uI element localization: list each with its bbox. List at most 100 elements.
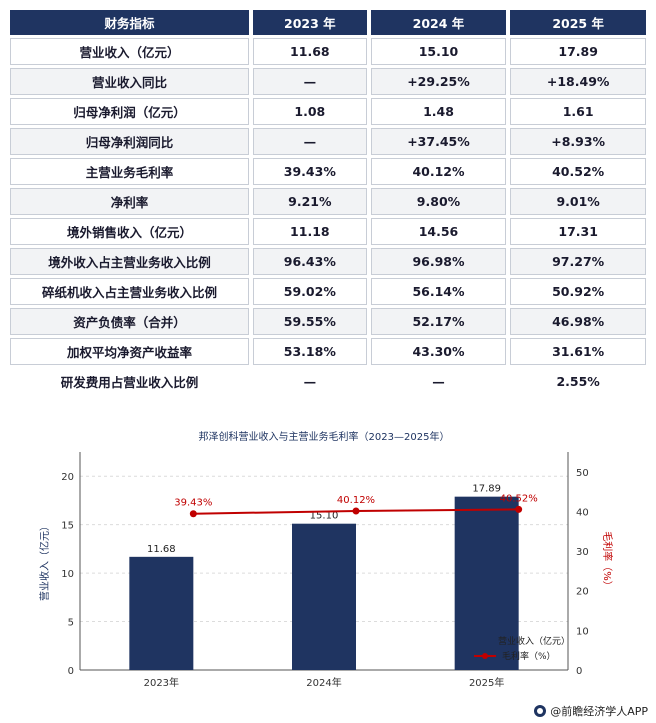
y-axis-title: 营业收入（亿元） <box>38 521 51 601</box>
table-cell-value: 17.31 <box>510 218 646 245</box>
table-row: 境外收入占主营业务收入比例 96.43% 96.98% 97.27% <box>10 248 646 275</box>
y2-tick-label: 50 <box>576 468 589 479</box>
chart-container: 邦泽创科营业收入与主营业务毛利率（2023—2025年） 0 5 10 15 20 0 10 2… <box>10 424 646 700</box>
table-cell-value: 14.56 <box>370 218 507 245</box>
table-cell-value: — <box>253 128 367 155</box>
y2-tick-label: 0 <box>576 666 582 677</box>
table-cell-metric: 研发费用占营业收入比例 <box>60 375 199 390</box>
table-cell-value: +29.25% <box>370 68 507 95</box>
footer: @前瞻经济学人APP <box>534 703 648 719</box>
table-row: 归母净利润（亿元） 1.08 1.48 1.61 <box>10 98 646 125</box>
table-cell-value: — <box>432 374 445 389</box>
bar-value-label: 11.68 <box>147 544 176 555</box>
table-row: 归母净利润同比 — +37.45% +8.93% <box>10 128 646 155</box>
table-cell-value: 1.61 <box>510 98 646 125</box>
y2-axis-title: 毛利率（%） <box>601 531 614 591</box>
bar-value-label: 15.10 <box>310 511 339 522</box>
margin-point <box>189 510 197 518</box>
table-cell-value: 1.08 <box>253 98 367 125</box>
y-tick-label: 5 <box>68 618 74 629</box>
margin-value-label: 39.43% <box>174 498 212 509</box>
table-row: 碎纸机收入占主营业务收入比例 59.02% 56.14% 50.92% <box>10 278 646 305</box>
table-cell-value: 96.98% <box>370 248 507 275</box>
table-cell-value: 11.68 <box>253 38 367 65</box>
table-row: 资产负债率（合并） 59.55% 52.17% 46.98% <box>10 308 646 335</box>
table-body: 营业收入（亿元） 11.68 15.10 17.89 营业收入同比 — +29.25% +18… <box>10 38 646 395</box>
table-cell-value: 2.55% <box>556 374 600 389</box>
y-tick-label: 15 <box>61 521 74 532</box>
table-cell-metric: 营业收入（亿元） <box>10 38 249 65</box>
table-cell-value: 9.21% <box>253 188 367 215</box>
table-cell-value: 50.92% <box>510 278 646 305</box>
y2-tick-label: 30 <box>576 547 589 558</box>
table-cell-metric: 境外收入占主营业务收入比例 <box>10 248 249 275</box>
table-row: 境外销售收入（亿元） 11.18 14.56 17.31 <box>10 218 646 245</box>
table-cell-value: 56.14% <box>370 278 507 305</box>
table-cell-metric: 主营业务毛利率 <box>10 158 249 185</box>
table-cell-value: 11.18 <box>253 218 367 245</box>
legend-label-margin: 毛利率（%） <box>502 650 556 662</box>
table-cell-value: 39.43% <box>253 158 367 185</box>
table-cell-value: — <box>303 374 317 389</box>
y-tick-label: 0 <box>68 666 74 677</box>
table-cell-metric: 碎纸机收入占主营业务收入比例 <box>10 278 249 305</box>
margin-value-label: 40.52% <box>500 493 538 504</box>
bar-2023年 <box>129 556 194 670</box>
table-row: 营业收入同比 — +29.25% +18.49% <box>10 68 646 95</box>
margin-point <box>352 507 360 515</box>
header-metric: 财务指标 <box>10 10 249 35</box>
table-cell-metric: 净利率 <box>10 188 249 215</box>
bar-2024年 <box>292 523 356 670</box>
legend-swatch-revenue <box>478 635 492 645</box>
y-tick-label: 10 <box>61 569 74 580</box>
table-cell-value: 40.12% <box>370 158 507 185</box>
brand-logo-icon <box>534 705 547 717</box>
table-cell-value: 15.10 <box>370 38 507 65</box>
header-2024: 2024 年 <box>370 10 507 35</box>
footer-source: @前瞻经济学人APP <box>550 705 648 718</box>
x-tick-label: 2025年 <box>469 676 504 689</box>
header-2025: 2025 年 <box>510 10 646 35</box>
table-cell-value: 96.43% <box>253 248 367 275</box>
table-cell-value: +37.45% <box>370 128 507 155</box>
table-cell-value: 9.01% <box>510 188 646 215</box>
table-row: 加权平均净资产收益率 53.18% 43.30% 31.61% <box>10 338 646 365</box>
table-cell-value: 97.27% <box>510 248 646 275</box>
y-tick-label: 20 <box>61 472 74 483</box>
revenue-margin-chart: 邦泽创科营业收入与主营业务毛利率（2023—2025年） 0 5 10 15 20 0 10 2… <box>38 430 614 689</box>
table-cell-value: 52.17% <box>370 308 507 335</box>
margin-value-label: 40.12% <box>337 495 375 506</box>
table-header-row: 财务指标 2023 年 2024 年 2025 年 <box>10 10 646 35</box>
table-cell-value: +8.93% <box>510 128 646 155</box>
table-cell-value: 46.98% <box>510 308 646 335</box>
bar-value-label: 17.89 <box>472 484 501 495</box>
x-tick-label: 2024年 <box>306 676 341 689</box>
x-tick-label: 2023年 <box>144 676 179 689</box>
table-cell-value: +18.49% <box>510 68 646 95</box>
header-2023: 2023 年 <box>253 10 367 35</box>
table-row: 主营业务毛利率 39.43% 40.12% 40.52% <box>10 158 646 185</box>
table-cell-value: 17.89 <box>510 38 646 65</box>
table-cell-value: 1.48 <box>370 98 507 125</box>
y2-tick-label: 40 <box>576 507 589 518</box>
legend-label-revenue: 营业收入（亿元） <box>498 635 570 647</box>
table-cell-metric: 营业收入同比 <box>10 68 249 95</box>
chart-title: 邦泽创科营业收入与主营业务毛利率（2023—2025年） <box>199 430 450 443</box>
financial-table: 财务指标 2023 年 2024 年 2025 年 营业收入（亿元） 11.68 1… <box>6 7 650 398</box>
y2-tick-label: 20 <box>576 587 589 598</box>
table-cell-value: 53.18% <box>253 338 367 365</box>
table-cell-value: 9.80% <box>370 188 507 215</box>
table-cell-value: 59.55% <box>253 308 367 335</box>
margin-point <box>515 505 523 513</box>
y2-tick-label: 10 <box>576 626 589 637</box>
table-cell-value: 40.52% <box>510 158 646 185</box>
table-cell-value: 59.02% <box>253 278 367 305</box>
table-row: 营业收入（亿元） 11.68 15.10 17.89 <box>10 38 646 65</box>
table-row: 研发费用占营业收入比例 — — 2.55% <box>10 368 646 395</box>
table-cell-metric: 加权平均净资产收益率 <box>10 338 249 365</box>
table-cell-metric: 归母净利润（亿元） <box>10 98 249 125</box>
table-cell-metric: 境外销售收入（亿元） <box>10 218 249 245</box>
table-row: 净利率 9.21% 9.80% 9.01% <box>10 188 646 215</box>
table-cell-metric: 归母净利润同比 <box>10 128 249 155</box>
table-cell-metric: 资产负债率（合并） <box>10 308 249 335</box>
